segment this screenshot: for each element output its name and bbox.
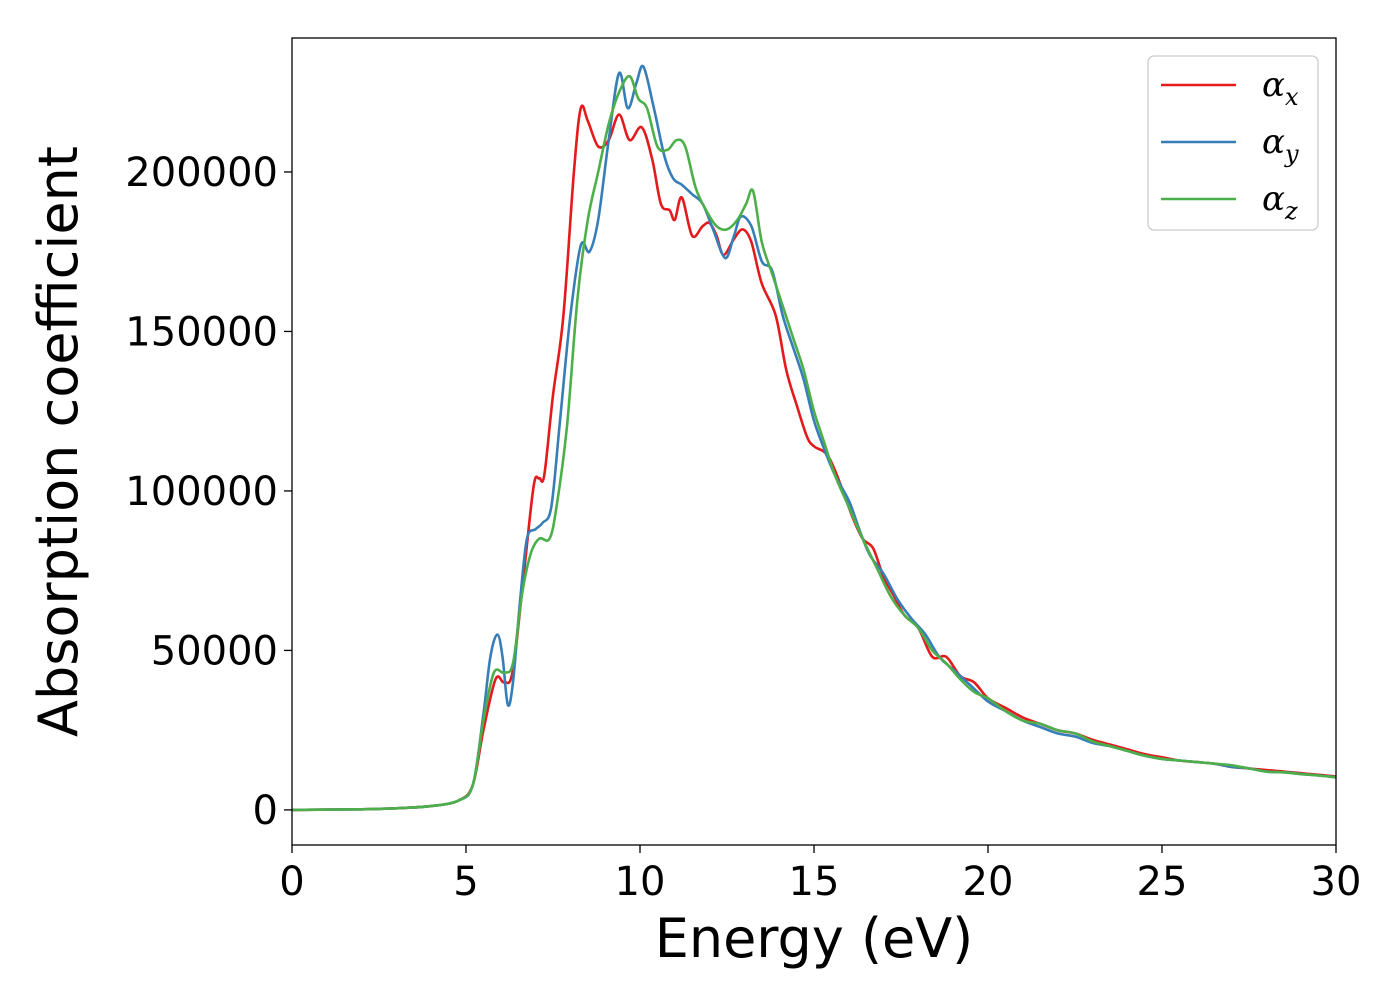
y-tick-label: 100000 [125, 469, 278, 515]
y-tick-label: 200000 [125, 150, 278, 196]
y-tick-label: 50000 [151, 628, 278, 674]
legend-label: αx [1262, 65, 1299, 111]
x-tick-label: 15 [789, 859, 840, 905]
x-tick-label: 20 [963, 859, 1014, 905]
series-line-1 [292, 104, 1336, 812]
x-tick-label: 25 [1137, 859, 1188, 905]
ticks-layer: 0 5 10 15 20 25 30 0 50000 100000 150000 200000 [125, 150, 1361, 905]
series-line-3 [292, 74, 1336, 812]
x-axis-label: Energy (eV) [655, 907, 974, 970]
legend-label: αy [1262, 122, 1299, 168]
x-tick-label: 30 [1311, 859, 1362, 905]
y-tick-label: 0 [253, 788, 278, 834]
x-tick-label: 0 [279, 859, 304, 905]
x-tick-label: 5 [453, 859, 478, 905]
x-tick-label: 10 [615, 859, 666, 905]
series-layer [292, 64, 1336, 812]
legend: αx αy αz [1147, 55, 1319, 231]
legend-label: αz [1262, 179, 1298, 225]
y-axis-label: Absorption coefficient [27, 146, 90, 737]
y-tick-label: 150000 [125, 309, 278, 355]
